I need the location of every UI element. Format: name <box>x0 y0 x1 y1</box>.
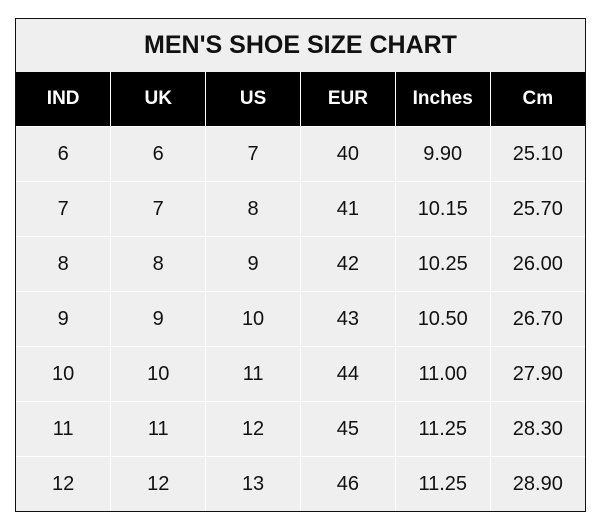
table-cell: 42 <box>299 236 396 292</box>
table-cell: 10.50 <box>394 291 491 347</box>
table-cell: 8 <box>16 236 112 292</box>
table-cell: 10 <box>205 291 301 347</box>
table-row: 8 8 9 42 10.25 26.00 <box>16 236 585 292</box>
column-header: Inches <box>394 72 491 127</box>
table-cell: 11.00 <box>394 346 491 402</box>
table-cell: 11.25 <box>394 401 491 457</box>
chart-title: MEN'S SHOE SIZE CHART <box>144 31 457 59</box>
table-cell: 12 <box>16 456 112 511</box>
table-cell: 11 <box>110 401 207 457</box>
table-cell: 7 <box>110 181 207 237</box>
table-cell: 44 <box>299 346 396 402</box>
column-header: US <box>205 72 301 127</box>
table-row: 10 10 11 44 11.00 27.90 <box>16 346 585 402</box>
table-cell: 6 <box>16 126 112 182</box>
column-header: UK <box>110 72 207 127</box>
table-cell: 13 <box>205 456 301 511</box>
table-cell: 10.15 <box>394 181 491 237</box>
table-cell: 8 <box>110 236 207 292</box>
table-cell: 10 <box>16 346 112 402</box>
size-chart-table: MEN'S SHOE SIZE CHART IND UK US EUR Inches Cm… <box>15 18 586 512</box>
table-row: 12 12 13 46 11.25 28.90 <box>16 456 585 511</box>
table-cell: 27.90 <box>489 346 585 402</box>
table-cell: 28.30 <box>489 401 585 457</box>
column-header: EUR <box>299 72 396 127</box>
table-cell: 10.25 <box>394 236 491 292</box>
header-row: IND UK US EUR Inches Cm <box>16 72 585 127</box>
table-cell: 7 <box>205 126 301 182</box>
table-cell: 8 <box>205 181 301 237</box>
table-cell: 25.70 <box>489 181 585 237</box>
table-cell: 28.90 <box>489 456 585 511</box>
column-header: Cm <box>489 72 585 127</box>
table-cell: 7 <box>16 181 112 237</box>
table-cell: 25.10 <box>489 126 585 182</box>
table-cell: 11 <box>205 346 301 402</box>
table-cell: 41 <box>299 181 396 237</box>
table-cell: 43 <box>299 291 396 347</box>
table-row: 7 7 8 41 10.15 25.70 <box>16 181 585 237</box>
table-cell: 40 <box>299 126 396 182</box>
table-cell: 26.00 <box>489 236 585 292</box>
table-cell: 6 <box>110 126 207 182</box>
table-cell: 46 <box>299 456 396 511</box>
table-cell: 9.90 <box>394 126 491 182</box>
table-row: 9 9 10 43 10.50 26.70 <box>16 291 585 347</box>
column-header: IND <box>16 72 112 127</box>
table-cell: 9 <box>110 291 207 347</box>
table-cell: 12 <box>110 456 207 511</box>
table-cell: 26.70 <box>489 291 585 347</box>
table-row: 11 11 12 45 11.25 28.30 <box>16 401 585 457</box>
table-cell: 9 <box>16 291 112 347</box>
table-cell: 9 <box>205 236 301 292</box>
table-row: 6 6 7 40 9.90 25.10 <box>16 126 585 182</box>
table-cell: 12 <box>205 401 301 457</box>
table-cell: 11.25 <box>394 456 491 511</box>
table-cell: 10 <box>110 346 207 402</box>
table-cell: 11 <box>16 401 112 457</box>
table-cell: 45 <box>299 401 396 457</box>
